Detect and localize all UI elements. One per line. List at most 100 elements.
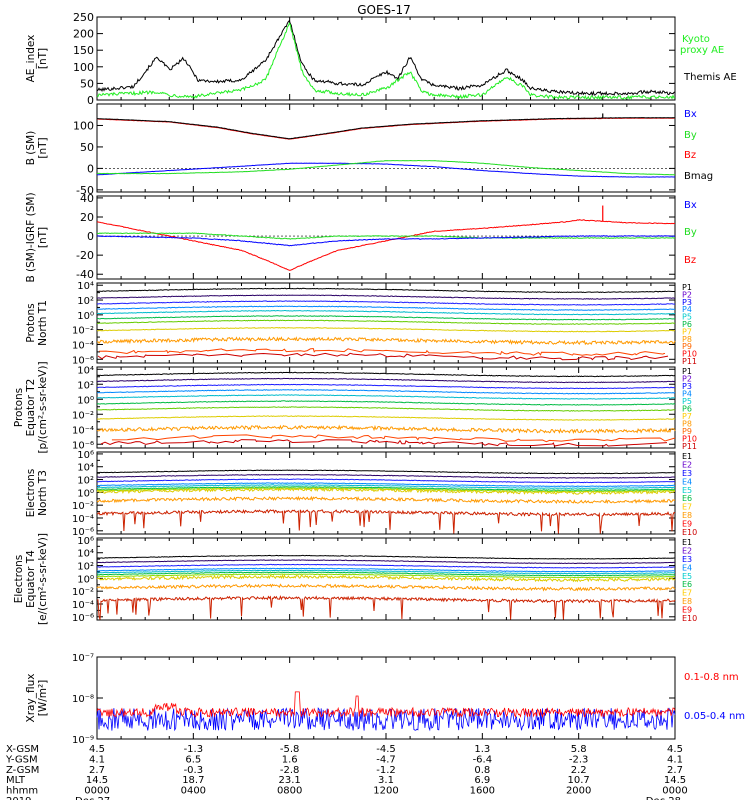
y-tick-label: 100: [73, 61, 94, 74]
panel-frame: [96, 16, 676, 101]
y-axis-label: [nT]: [37, 227, 49, 248]
channel-e7: [96, 573, 676, 579]
y-tick-label: 10⁶: [77, 536, 94, 547]
x-cell: -2.8: [280, 765, 300, 776]
channel-label-p5: P5: [682, 313, 692, 322]
legend-bz: Bz: [684, 150, 696, 161]
channel-p6: [96, 315, 676, 321]
x-cell: 6.9: [474, 775, 490, 786]
y-tick-label: 10⁻⁶: [72, 527, 94, 538]
y-tick-label: 40: [80, 192, 94, 205]
x-cell: 4.5: [667, 744, 683, 755]
channel-label-p2: P2: [682, 290, 692, 299]
channel-p10: [98, 347, 666, 356]
x-cell: 4.5: [89, 744, 105, 755]
x-cell: 0000: [84, 786, 109, 797]
panel-pnorth: 10⁴ 10² 10⁰ 10⁻² 10⁻⁴ 10⁻⁶ Protons North T1 P1P2…: [25, 281, 697, 366]
y-tick-label: 10⁻⁴: [72, 600, 94, 611]
x-cell: -1.3: [184, 744, 204, 755]
series-bx: [96, 162, 675, 178]
legend-by: By: [684, 130, 697, 141]
channel-label-p10: P10: [682, 350, 697, 359]
channel-e10: [96, 595, 676, 620]
series-by: [96, 159, 676, 176]
y-tick-label: 10⁻⁹: [72, 735, 94, 746]
channel-label-p10: P10: [682, 435, 697, 444]
y-tick-label: 10⁻²: [72, 326, 94, 337]
channel-label-p9: P9: [682, 342, 692, 351]
x-row-label: 2019: [6, 796, 31, 800]
channel-label-e8: E8: [682, 511, 692, 520]
channel-p2: [96, 377, 676, 384]
channel-label-e3: E3: [682, 469, 692, 478]
channel-label-e3: E3: [682, 555, 692, 564]
channel-p8: [96, 415, 676, 421]
channel-e1: [96, 469, 676, 475]
channel-e5: [97, 484, 676, 490]
channel-label-e1: E1: [682, 452, 692, 461]
y-tick-label: 0: [87, 230, 94, 243]
panel-bigrf: 40 20 0 -20 -40 B (SM)-IGRF (SM) [nT] Bx By Bz: [25, 192, 697, 283]
panel-frame: [96, 451, 676, 535]
panel-frame: [96, 103, 676, 193]
channel-label-p1: P1: [682, 367, 692, 376]
channel-e8: [96, 574, 676, 583]
y-axis-label: Equator T4: [25, 550, 37, 608]
y-tick-label: 50: [80, 141, 94, 154]
y-tick-label: 10²: [77, 380, 94, 391]
x-cell: 4.1: [667, 754, 683, 765]
x-axis-table: X-GSMY-GSMZ-GSMMLThhmm20194.54.12.714.50…: [5, 744, 688, 800]
channel-label-p6: P6: [682, 405, 692, 414]
channel-e8: [96, 487, 676, 495]
y-tick-label: 10⁴: [77, 463, 94, 474]
channel-e3: [96, 563, 675, 569]
channel-p5: [96, 309, 676, 316]
y-tick-label: 10⁻⁴: [72, 425, 94, 436]
x-cell: 0800: [277, 786, 302, 797]
y-tick-label: 10²: [77, 562, 94, 573]
x-cell: -6.4: [473, 754, 493, 765]
channel-label-p2: P2: [682, 375, 692, 384]
y-axis-label: [nT]: [37, 48, 49, 69]
y-tick-label: 50: [80, 77, 94, 90]
y-axis-label: B (SM): [25, 131, 37, 165]
channel-label-e6: E6: [682, 580, 692, 589]
y-tick-label: 10⁻⁶: [72, 440, 94, 451]
channel-label-p3: P3: [682, 382, 692, 391]
channel-e1: [97, 554, 675, 560]
y-axis-label: Xray_flux: [25, 674, 37, 723]
channel-label-p9: P9: [682, 427, 692, 436]
x-row-label: Z-GSM: [6, 765, 39, 776]
y-tick-label: 20: [80, 211, 94, 224]
legend-bmag: Bmag: [684, 171, 713, 182]
channel-p11: [97, 352, 669, 361]
series-themis-ae: [96, 19, 676, 97]
x-cell: 14.5: [664, 775, 686, 786]
channel-label-e2: E2: [682, 546, 692, 555]
y-axis-label: Electrons: [25, 469, 37, 518]
y-tick-label: 10⁶: [77, 450, 94, 461]
channel-e2: [96, 473, 676, 479]
channel-label-p8: P8: [682, 420, 692, 429]
legend-kyoto: Kyoto: [682, 34, 710, 45]
y-tick-label: 100: [73, 119, 94, 132]
channel-label-p3: P3: [682, 298, 692, 307]
channel-label-e9: E9: [682, 520, 692, 529]
y-axis-label: Equator T2: [25, 379, 37, 437]
legend-by: By: [684, 227, 697, 238]
channel-label-e6: E6: [682, 494, 692, 503]
series-bmag: [96, 117, 675, 140]
channel-e2: [96, 559, 675, 565]
x-cell: 1600: [470, 786, 495, 797]
x-cell: 10.7: [568, 775, 590, 786]
y-tick-label: 10⁻⁴: [72, 340, 94, 351]
channel-p1: [96, 371, 676, 378]
channel-label-e7: E7: [682, 589, 692, 598]
y-axis-label: AE_index: [25, 35, 37, 83]
x-cell: 2.2: [571, 765, 587, 776]
channel-label-e4: E4: [682, 477, 692, 486]
channel-label-p6: P6: [682, 320, 692, 329]
channel-e10: [96, 508, 676, 534]
